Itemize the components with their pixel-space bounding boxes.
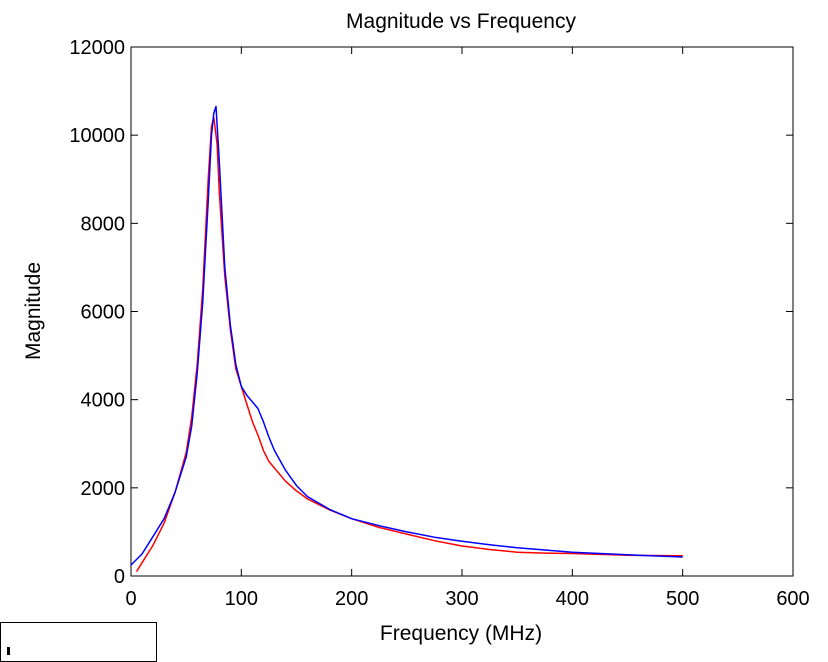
y-tick-label: 6000 — [81, 302, 126, 324]
plot-area-border — [130, 46, 794, 577]
x-tick-label: 400 — [556, 588, 589, 610]
y-tick-label: 0 — [114, 566, 125, 588]
x-tick-label: 0 — [125, 588, 136, 610]
y-tick-label: 12000 — [69, 37, 125, 59]
y-tick-label: 2000 — [81, 478, 126, 500]
x-tick-label: 200 — [335, 588, 368, 610]
x-axis-label: Frequency (MHz) — [380, 622, 542, 645]
y-tick-label: 4000 — [81, 390, 126, 412]
x-tick-label: 600 — [776, 588, 809, 610]
y-tick-label: 10000 — [69, 125, 125, 147]
x-tick-label: 500 — [666, 588, 699, 610]
legend-box — [0, 622, 157, 662]
series-line-2 — [130, 105, 683, 566]
y-axis-label: Magnitude — [22, 262, 45, 360]
x-tick-label: 100 — [225, 588, 258, 610]
legend-mark — [7, 647, 10, 655]
series-group — [130, 105, 683, 572]
chart-title: Magnitude vs Frequency — [346, 10, 576, 33]
x-tick-label: 300 — [445, 588, 478, 610]
plot-frame — [130, 46, 794, 577]
y-tick-label: 8000 — [81, 213, 126, 235]
series-line-1 — [135, 116, 683, 572]
ticks: 0 100 200 300 400 500 600020004000600080001000… — [69, 37, 809, 610]
